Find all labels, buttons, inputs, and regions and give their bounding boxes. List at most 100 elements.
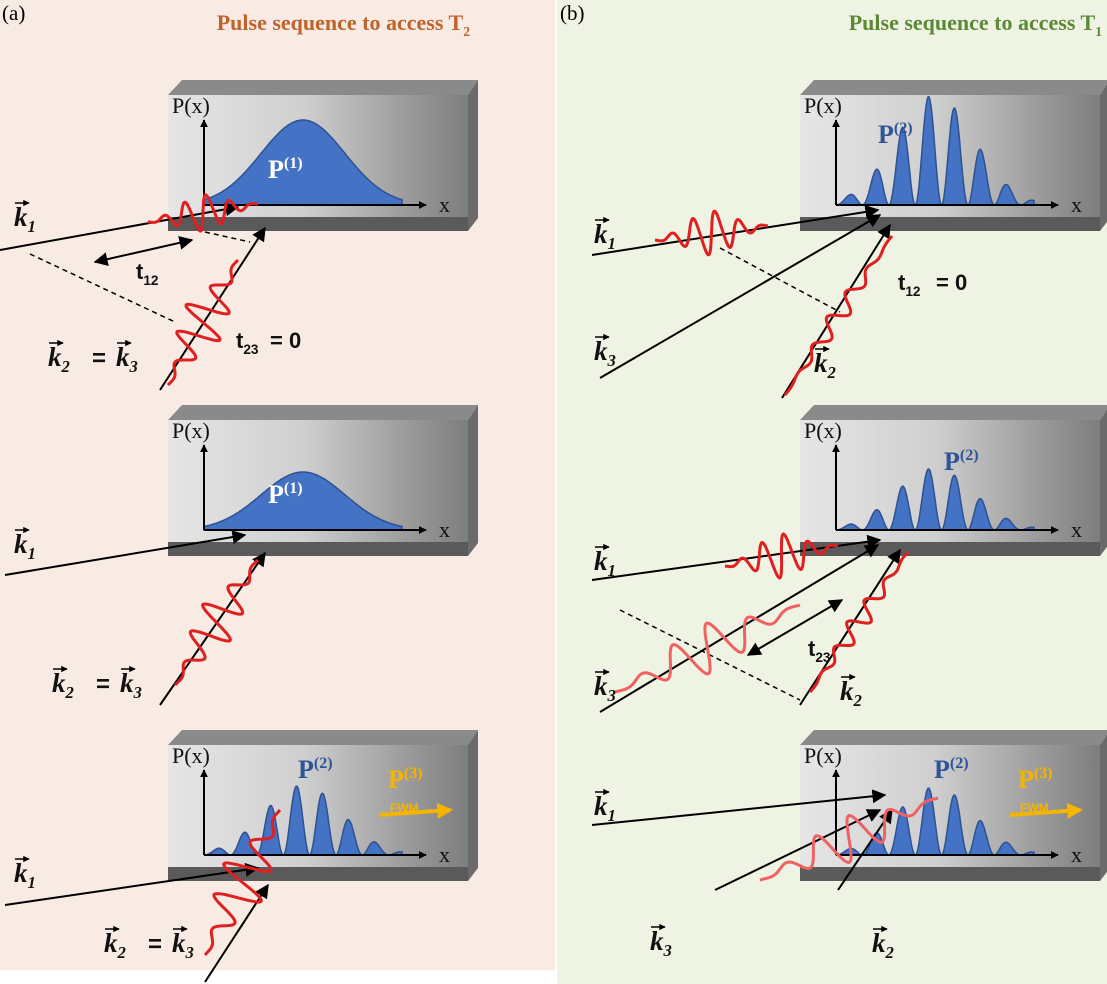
beam-label-text: k — [104, 928, 118, 958]
panel-label-text: (b) — [560, 1, 585, 25]
y-axis-label-text: P(x) — [804, 418, 842, 443]
x-axis-label-text: x — [439, 842, 450, 867]
beam-label-text: k — [814, 348, 828, 378]
beam-label-subscript: 1 — [608, 234, 616, 253]
signal-label-superscript: (1) — [284, 155, 303, 172]
beam-label-subscript: 1 — [28, 873, 36, 892]
x-axis-label: x — [1071, 192, 1082, 217]
beam-label-subscript: 2 — [117, 943, 126, 962]
beam-label-text: k — [14, 202, 28, 232]
box-top — [168, 730, 478, 745]
box-top — [800, 730, 1107, 745]
x-axis-label: x — [1071, 517, 1082, 542]
box-top — [168, 405, 478, 420]
beam-label-text: k — [172, 928, 186, 958]
box-side — [468, 405, 478, 556]
output-label-text: P — [388, 765, 404, 794]
beam-label-subscript: 1 — [608, 806, 616, 825]
figure: (a)Pulse sequence to access T2(b)Pulse s… — [0, 0, 1107, 984]
beam-label-text: k — [650, 926, 664, 956]
beam-label-text: k — [14, 529, 28, 559]
equals-sign: = — [148, 931, 162, 958]
signal-label-text: P — [268, 480, 284, 509]
delay-label-subscript: 23 — [815, 650, 831, 665]
box-top — [800, 80, 1107, 95]
equals-sign: = — [96, 671, 110, 698]
y-axis-label-text: P(x) — [804, 743, 842, 768]
y-axis-label: P(x) — [172, 93, 210, 118]
beam-label-text: k — [872, 928, 886, 958]
beam-label-subscript: 2 — [61, 357, 70, 376]
signal-label-superscript: (1) — [284, 480, 303, 497]
beam-label-subscript: 2 — [885, 943, 894, 962]
y-axis-label-text: P(x) — [804, 93, 842, 118]
y-axis-label-text: P(x) — [172, 743, 210, 768]
beam-label-text: k — [116, 342, 130, 372]
x-axis-label: x — [439, 517, 450, 542]
signal-label-text: P — [878, 120, 894, 149]
output-note-text: FWM — [390, 801, 419, 815]
equals-sign-text: = — [148, 931, 162, 958]
beam-label-text: k — [48, 342, 62, 372]
beam-label-text: k — [14, 858, 28, 888]
signal-label-text: P — [944, 447, 960, 476]
equals-sign: = — [92, 345, 106, 372]
delay-label-subscript: 12 — [905, 284, 921, 299]
panel-title-subscript: 1 — [1095, 24, 1102, 39]
beam-label-text: k — [840, 676, 854, 706]
panel-title-text: Pulse sequence to access T — [217, 10, 464, 35]
x-axis-label-text: x — [1071, 842, 1082, 867]
beam-label-subscript: 3 — [607, 351, 616, 370]
signal-label-text: P — [298, 755, 314, 784]
beam-label-subscript: 3 — [607, 686, 616, 705]
delay-label: = 0 — [936, 270, 967, 295]
box-bottom — [168, 542, 468, 556]
equals-sign-text: = — [96, 671, 110, 698]
panel-title: Pulse sequence to access T2 — [217, 10, 470, 39]
panel-title-text: Pulse sequence to access T — [849, 10, 1096, 35]
delay-label: = 0 — [270, 328, 301, 353]
x-axis-label-text: x — [1071, 517, 1082, 542]
signal-label-text: P — [268, 155, 284, 184]
y-axis-label: P(x) — [804, 743, 842, 768]
y-axis-label: P(x) — [804, 418, 842, 443]
signal-label-text: P — [934, 755, 950, 784]
equals-sign-text: = — [92, 345, 106, 372]
signal-label-superscript: (2) — [314, 755, 333, 772]
beam-label-text: k — [594, 336, 608, 366]
beam-label-subscript: 3 — [133, 683, 142, 702]
box-side — [468, 730, 478, 881]
signal-label-superscript: (2) — [960, 447, 979, 464]
output-note: FWM — [390, 801, 419, 815]
beam-label-text: k — [594, 791, 608, 821]
beam-label-text: k — [594, 219, 608, 249]
beam-label-subscript: 1 — [608, 561, 616, 580]
y-axis-label: P(x) — [804, 93, 842, 118]
box-side — [468, 80, 478, 231]
panel-label-text: (a) — [2, 1, 25, 25]
beam-label-subscript: 3 — [185, 943, 194, 962]
x-axis-label: x — [439, 192, 450, 217]
panel-title-subscript: 2 — [463, 24, 470, 39]
output-note: FWM — [1020, 801, 1049, 815]
beam-label-subscript: 1 — [28, 544, 36, 563]
beam-label-text: k — [594, 546, 608, 576]
beam-label-subscript: 1 — [28, 217, 36, 236]
beam-label-subscript: 2 — [827, 363, 836, 382]
output-label-superscript: (3) — [1034, 765, 1053, 782]
beam-label-subscript: 2 — [65, 683, 74, 702]
beam-label-text: k — [52, 668, 66, 698]
x-axis-label: x — [439, 842, 450, 867]
panel-label: (b) — [560, 1, 585, 25]
box-side — [1100, 80, 1107, 231]
beam-label-subscript: 3 — [663, 941, 672, 960]
output-label-superscript: (3) — [404, 765, 423, 782]
box-side — [1100, 405, 1107, 556]
signal-label-superscript: (2) — [894, 120, 913, 137]
y-axis-label-text: P(x) — [172, 93, 210, 118]
delay-label-text: = 0 — [936, 270, 967, 295]
box-top — [168, 80, 478, 95]
y-axis-label: P(x) — [172, 743, 210, 768]
delay-label-text: = 0 — [270, 328, 301, 353]
beam-label-subscript: 3 — [129, 357, 138, 376]
